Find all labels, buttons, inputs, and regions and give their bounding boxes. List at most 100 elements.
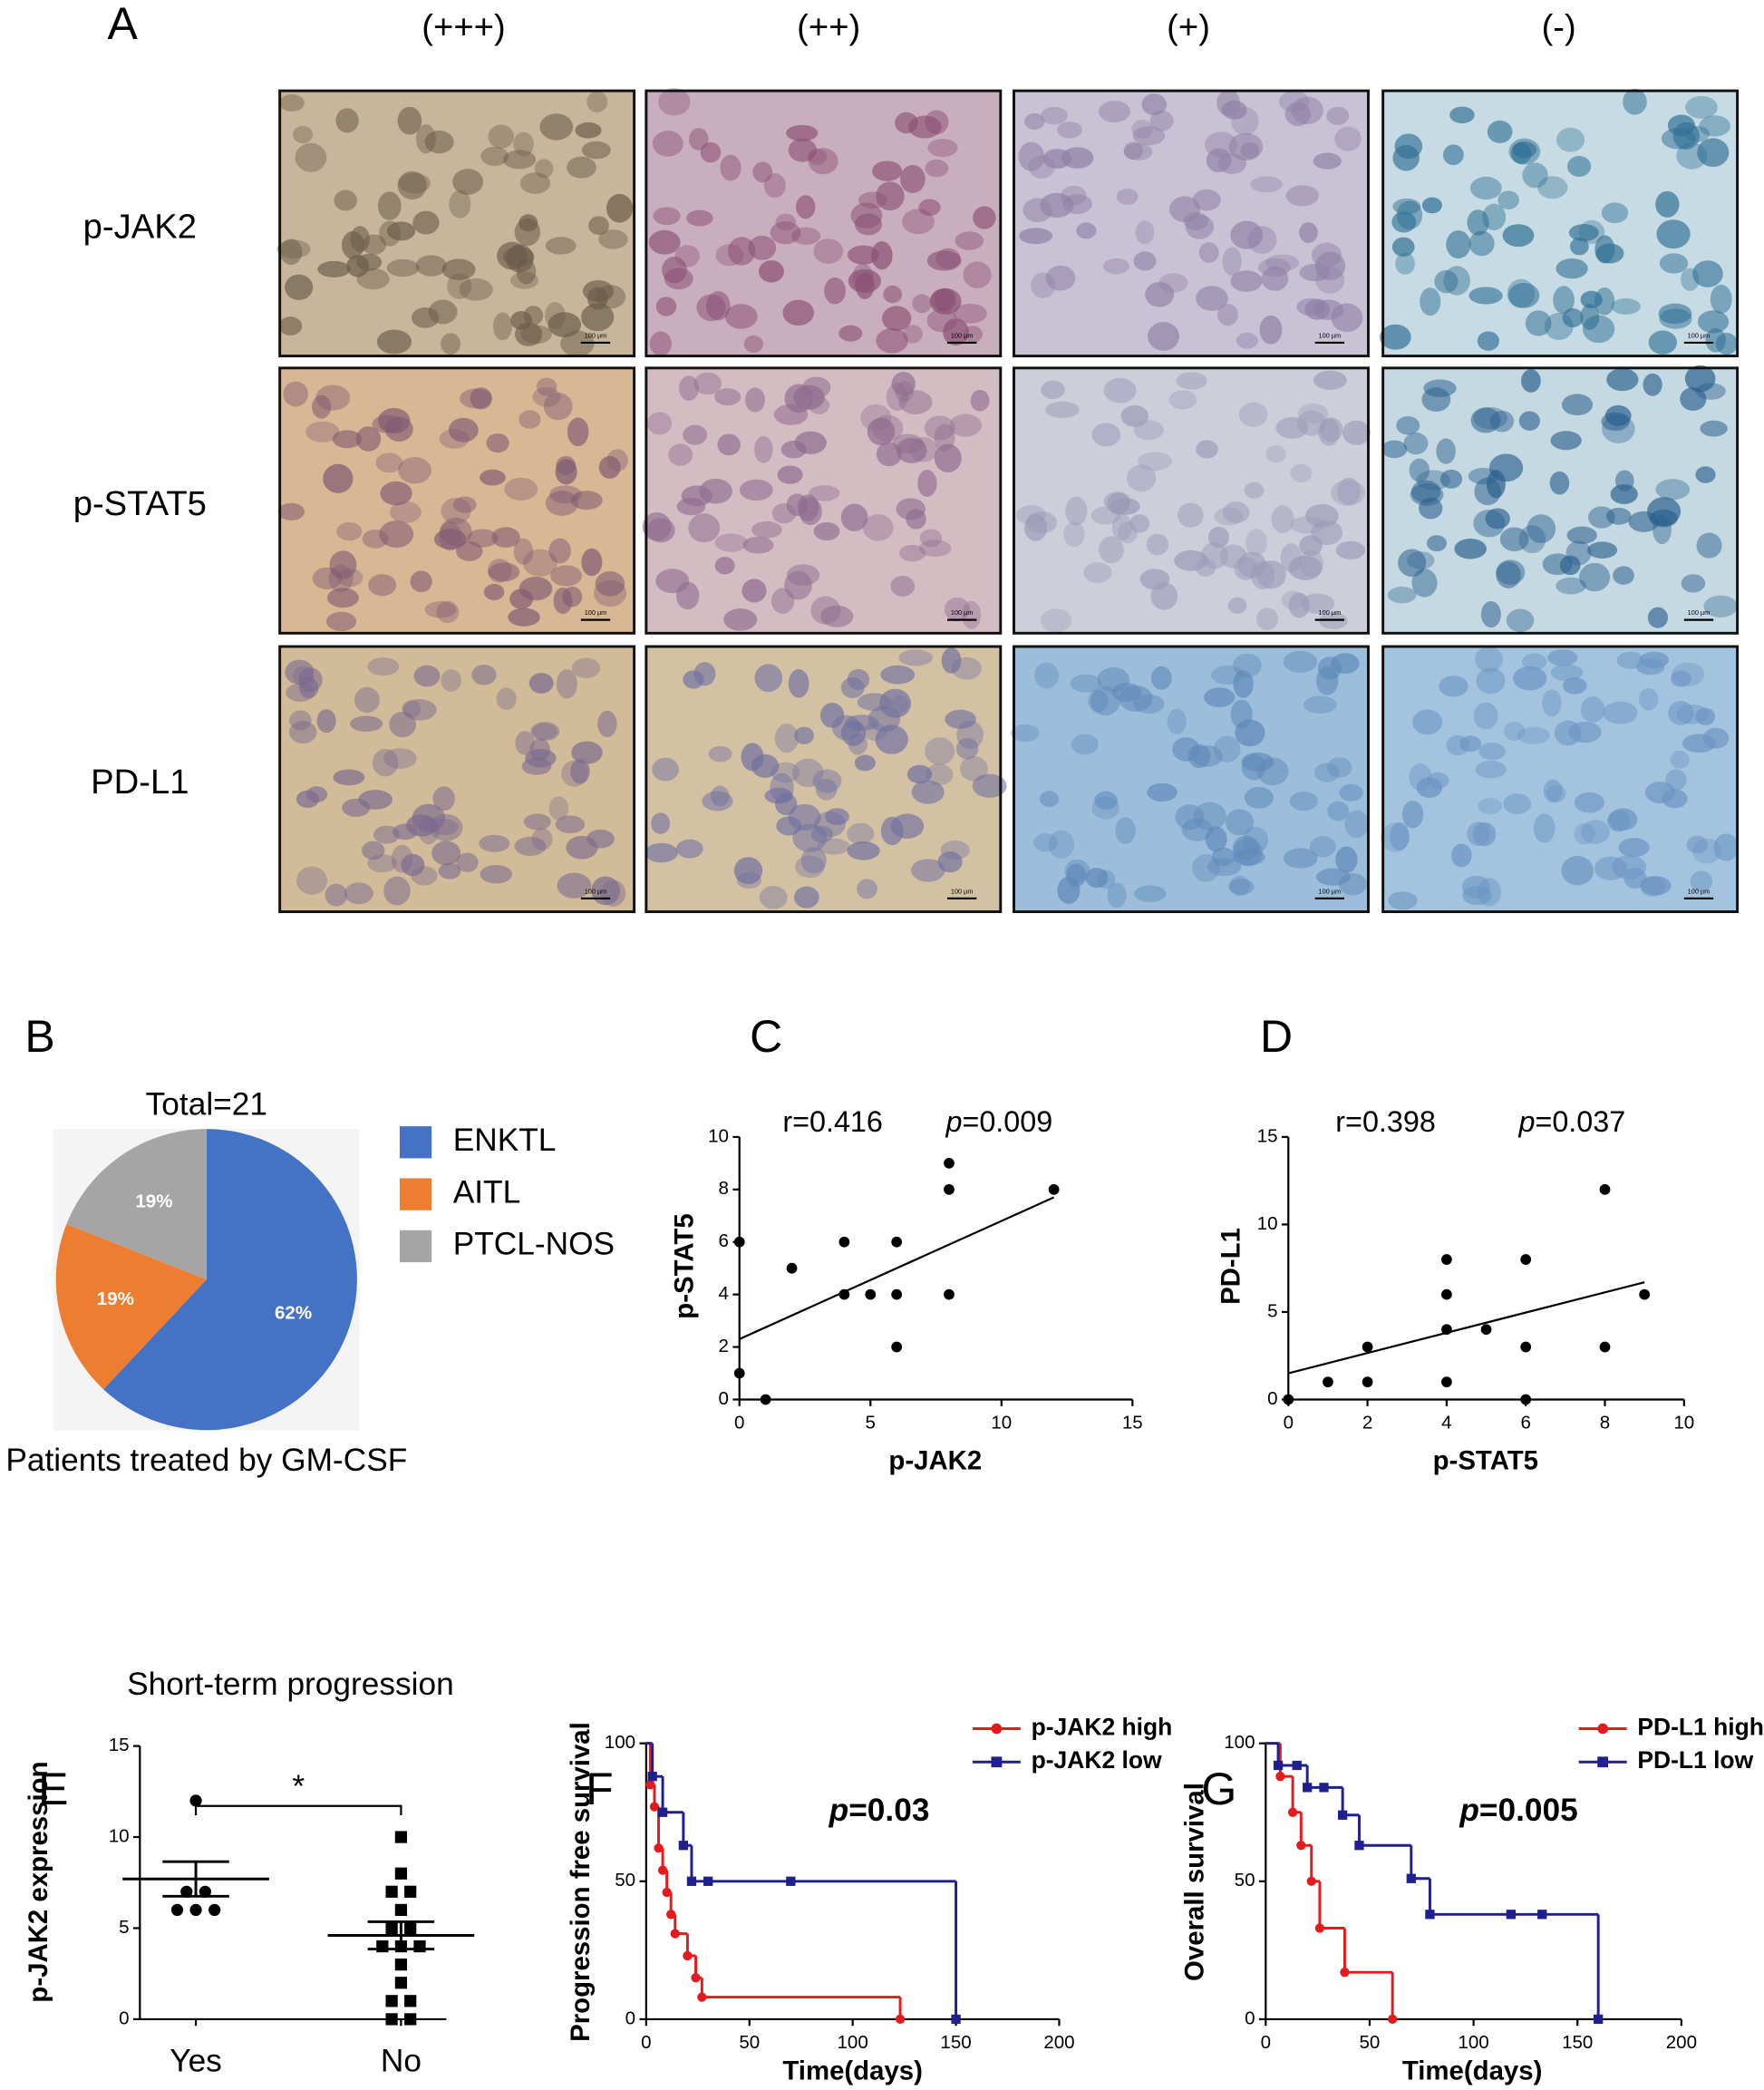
cell [1149, 110, 1174, 131]
cell [898, 649, 933, 666]
cell [1668, 701, 1694, 725]
cell [386, 258, 420, 277]
cell [1546, 784, 1566, 802]
cell [412, 803, 446, 832]
cell [1045, 265, 1076, 291]
cell [452, 169, 484, 195]
cell [335, 108, 359, 133]
cell [953, 303, 987, 324]
cell [1283, 848, 1318, 869]
point [760, 1394, 771, 1405]
cell [522, 549, 557, 577]
point [944, 1157, 955, 1169]
cell [1446, 230, 1471, 259]
p-value: p=0.03 [829, 1793, 930, 1828]
cell [1680, 387, 1707, 412]
cell [1566, 155, 1592, 178]
cell [1696, 532, 1722, 559]
cell [1230, 220, 1264, 249]
cell [1421, 197, 1442, 214]
cell [753, 435, 773, 463]
cell [1045, 401, 1080, 418]
p-text: =0.037 [1535, 1105, 1625, 1138]
cell [548, 538, 571, 564]
cell [1476, 667, 1506, 695]
cell [598, 455, 621, 479]
cell [1550, 664, 1584, 682]
cell [852, 263, 874, 292]
column-label: (+++) [422, 8, 505, 47]
cell [488, 124, 515, 149]
cell [898, 390, 933, 414]
cell [488, 562, 520, 582]
cell [1587, 541, 1618, 559]
point [891, 1341, 903, 1353]
marker [649, 1802, 660, 1812]
cell [1478, 743, 1506, 761]
p-text: =0.005 [1479, 1793, 1578, 1828]
cell [1344, 810, 1369, 839]
cell [1506, 608, 1535, 632]
cell [1303, 695, 1337, 714]
x-tick-label: 150 [1562, 2032, 1593, 2053]
cell [857, 693, 892, 712]
cell [325, 611, 357, 632]
cell [1392, 144, 1420, 171]
cell [479, 834, 510, 852]
cell [606, 193, 634, 223]
cell [1580, 290, 1603, 309]
cell [674, 245, 701, 267]
cell [1120, 405, 1149, 427]
cell [1211, 847, 1236, 867]
x-tick-label: 10 [1673, 1412, 1694, 1433]
cell [917, 470, 937, 498]
cell [1703, 595, 1738, 617]
cell [377, 407, 411, 434]
marker [1506, 1910, 1517, 1920]
cell [890, 576, 916, 597]
cell [881, 306, 912, 332]
cell [336, 521, 363, 541]
cell [1580, 696, 1605, 723]
cell [571, 657, 601, 679]
cell [368, 574, 397, 597]
cell [1026, 510, 1058, 534]
cell [1299, 222, 1318, 243]
cell [1410, 480, 1441, 503]
cell [840, 720, 867, 746]
cell [597, 710, 617, 738]
legend-label: AITL [453, 1174, 520, 1210]
cell [792, 758, 824, 788]
image-frame [1013, 645, 1370, 913]
y-tick-label: 6 [719, 1230, 729, 1251]
marker [662, 1887, 672, 1898]
cell [847, 841, 880, 860]
x-axis-label: p-JAK2 [888, 1445, 982, 1475]
point [1441, 1324, 1452, 1336]
cell [1334, 126, 1362, 151]
cell [471, 665, 497, 685]
cell [1102, 258, 1129, 275]
y-tick-label: 15 [1257, 1125, 1278, 1146]
cell [1176, 372, 1207, 390]
panel-label: A [108, 0, 139, 49]
cell [1442, 144, 1464, 166]
cell [1241, 752, 1275, 772]
cell [1285, 185, 1320, 207]
cell [1605, 507, 1632, 525]
image-frame [278, 89, 636, 358]
marker [666, 1910, 676, 1920]
cell [1213, 735, 1241, 763]
cell [1289, 791, 1318, 812]
cell [1648, 330, 1677, 355]
cell [1419, 497, 1443, 520]
p-symbol: p [1517, 1105, 1535, 1138]
cell [1542, 689, 1562, 717]
cell [733, 857, 763, 885]
cell [1521, 653, 1547, 670]
cell [1686, 835, 1709, 854]
point [838, 1288, 850, 1300]
y-tick-label: 5 [119, 1917, 129, 1938]
micrograph: 100 µm [642, 366, 1003, 635]
cell [285, 274, 314, 300]
